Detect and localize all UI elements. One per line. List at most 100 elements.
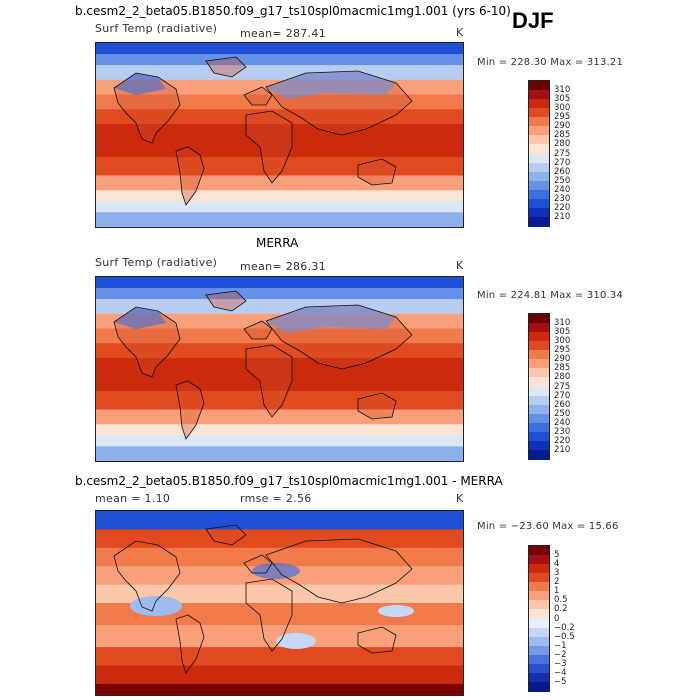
colorbar-tick-label: 260	[554, 166, 571, 177]
coastline	[205, 290, 247, 312]
field-band	[96, 288, 463, 301]
colorbar-swatch	[529, 636, 549, 647]
colorbar-tick-label: 1	[554, 586, 560, 597]
colorbar-swatch	[529, 198, 549, 209]
colorbar-swatch	[529, 332, 549, 342]
colorbar-tick-label: 305	[554, 94, 571, 105]
panel-3-colorbar: 5 4 3 2 1 0.5 0.2 0 −0.2 −0.5 −1 −2 −3 −4 −5	[528, 545, 575, 692]
panel-2-colorbar: 310 305 300 295 290 285 280 275 270 260 250 240 230 2…	[528, 313, 570, 460]
negative-anomaly	[378, 605, 414, 617]
coastline	[113, 72, 181, 144]
field-band	[96, 435, 463, 448]
colorbar-tick-label: 305	[554, 327, 571, 338]
colorbar-swatch	[529, 117, 549, 127]
colorbar-tick-label: 300	[554, 336, 571, 347]
colorbar-swatch	[529, 546, 549, 556]
colorbar-tick-label: 285	[554, 363, 571, 374]
colorbar-swatch	[529, 81, 549, 91]
colorbar-swatch	[529, 153, 549, 164]
colorbar-tick-label: 280	[554, 372, 571, 383]
cold-continent	[266, 305, 396, 333]
panel-2-map	[95, 276, 464, 462]
coastline	[175, 614, 205, 674]
colorbar-tick-label: 210	[554, 211, 571, 222]
colorbar-tick-label: −2	[554, 649, 567, 660]
colorbar-tick-label: 220	[554, 435, 571, 446]
colorbar-swatch	[529, 341, 549, 351]
coastline	[175, 146, 205, 206]
panel-2-units: K	[456, 259, 464, 272]
coastline	[205, 524, 247, 546]
colorbar-swatch	[529, 645, 549, 656]
colorbar-tick-label: 310	[554, 318, 571, 329]
colorbar-swatch	[529, 395, 549, 406]
colorbar-tick-label: 220	[554, 202, 571, 213]
colorbar-swatch	[529, 609, 549, 619]
coastline	[265, 304, 413, 370]
colorbar-swatch	[529, 350, 549, 360]
colorbar-tick-label: 3	[554, 568, 560, 579]
field-band	[96, 201, 463, 214]
colorbar-swatch	[529, 108, 549, 118]
panel-1-title: b.cesm2_2_beta05.B1850.f09_g17_ts10spl0m…	[75, 4, 511, 18]
colorbar-swatch	[529, 413, 549, 424]
colorbar-swatch	[529, 431, 549, 442]
colorbar-tick-label: 295	[554, 345, 571, 356]
colorbar-tick-label: 0.5	[554, 595, 568, 606]
field-band	[96, 343, 463, 359]
field-band	[96, 357, 463, 393]
cold-continent	[114, 307, 166, 329]
colorbar-tick-label: 4	[554, 559, 560, 570]
colorbar-swatch	[529, 681, 549, 692]
colorbar-tick-label: −0.5	[554, 631, 575, 642]
field-band	[96, 409, 463, 426]
colorbar-tick-label: 270	[554, 157, 571, 168]
colorbar-tick-label: 275	[554, 381, 571, 392]
coastline	[357, 158, 397, 186]
cold-continent	[266, 71, 396, 99]
colorbar-tick-label: 250	[554, 408, 571, 419]
colorbar-swatch	[529, 440, 549, 451]
coastline	[265, 70, 413, 136]
panel-3-units: K	[456, 492, 464, 505]
colorbar-swatch	[529, 171, 549, 182]
field-band	[96, 647, 463, 667]
coastline	[175, 380, 205, 440]
colorbar-swatch	[529, 404, 549, 415]
panel-3-title: b.cesm2_2_beta05.B1850.f09_g17_ts10spl0m…	[75, 474, 503, 488]
coastline	[265, 538, 413, 604]
field-band	[96, 547, 463, 568]
panel-1-variable: Surf Temp (radiative)	[95, 22, 218, 35]
colorbar-swatch	[529, 135, 549, 145]
field-band	[96, 511, 463, 531]
colorbar-swatch	[529, 144, 549, 154]
colorbar-tick-label: 270	[554, 390, 571, 401]
colorbar-tick-label: 290	[554, 121, 571, 132]
colorbar-swatch	[529, 314, 549, 324]
coastline	[113, 306, 181, 378]
colorbar-tick-label: −4	[554, 667, 567, 678]
panel-1-colorbar: 310 305 300 295 290 285 280 275 270 260 250 240 230 2…	[528, 80, 570, 227]
panel-3-map	[95, 510, 464, 696]
colorbar-swatch	[529, 216, 549, 227]
field-band	[96, 277, 463, 290]
land-shade	[176, 381, 204, 439]
colorbar-tick-label: 295	[554, 112, 571, 123]
land-shade	[246, 111, 292, 183]
negative-anomaly	[130, 596, 182, 616]
colorbar-tick-label: 290	[554, 354, 571, 365]
field-band	[96, 190, 463, 203]
field-band	[96, 123, 463, 159]
colorbar-tick-label: 210	[554, 444, 571, 455]
season-label: DJF	[512, 8, 554, 33]
field-band	[96, 212, 463, 228]
land-shade	[244, 321, 272, 339]
colorbar-tick-label: 230	[554, 426, 571, 437]
land-shade	[358, 159, 396, 185]
panel-3-minmax: Min = −23.60 Max = 15.66	[477, 521, 619, 532]
colorbar-swatch	[529, 189, 549, 200]
colorbar-tick-label: 0	[554, 613, 560, 624]
panel-1-mean: mean= 287.41	[240, 27, 326, 40]
field-band	[96, 54, 463, 67]
coastline	[245, 110, 293, 184]
